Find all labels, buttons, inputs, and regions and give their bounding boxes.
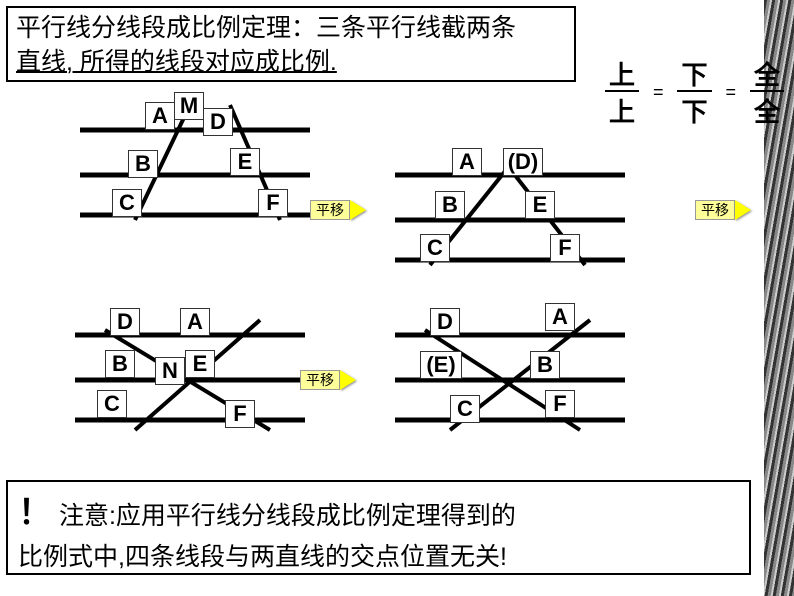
diagram-d2: A (D) B E C F (395, 135, 625, 285)
point-label: C (450, 395, 480, 423)
note-box: ！ 注意:应用平行线分线段成比例定理得到的 比例式中,四条线段与两直线的交点位置… (6, 480, 751, 575)
point-label: A (145, 102, 175, 130)
translate-label: 平移 (300, 370, 340, 390)
translate-label: 平移 (310, 200, 350, 220)
diagram-d3: D A BNE C F (75, 295, 305, 445)
point-label: F (258, 189, 288, 217)
diagram-d4: D A (E) B C F (395, 295, 625, 445)
ratio-equation: 上上 = 下下 = 全全 (595, 55, 794, 129)
arrow-icon (735, 200, 751, 220)
point-label: F (225, 400, 255, 428)
point-label: M (174, 92, 204, 120)
point-label: E (185, 350, 215, 378)
point-label: D (203, 108, 233, 136)
point-label: C (97, 390, 127, 418)
point-label: F (545, 390, 575, 418)
point-label: F (550, 234, 580, 262)
note-line2: 比例式中,四条线段与两直线的交点位置无关! (18, 543, 507, 571)
point-label: A (545, 303, 575, 331)
point-label: A (180, 308, 210, 336)
translate-label: 平移 (695, 200, 735, 220)
point-label: E (525, 191, 555, 219)
point-label: C (112, 189, 142, 217)
point-label: B (435, 191, 465, 219)
point-label: C (420, 234, 450, 262)
note-line1: 注意:应用平行线分线段成比例定理得到的 (59, 502, 516, 530)
diagram-d1: AMD B E C F (80, 90, 310, 240)
point-label: D (430, 308, 460, 336)
theorem-line2: 直线, 所得的线段对应成比例. (16, 48, 337, 76)
point-label: D (110, 308, 140, 336)
theorem-box: 平行线分线段成比例定理：三条平行线截两条 直线, 所得的线段对应成比例. (6, 6, 576, 82)
point-label: B (105, 350, 135, 378)
arrow-icon (340, 370, 356, 390)
arrow-icon (350, 200, 366, 220)
point-label: A (452, 148, 482, 176)
theorem-line1: 平行线分线段成比例定理：三条平行线截两条 (16, 14, 516, 42)
point-label: (E) (420, 351, 462, 379)
point-label: B (530, 351, 560, 379)
point-label: (D) (503, 148, 543, 176)
point-label: E (230, 148, 260, 176)
note-prefix: ！ (18, 494, 52, 532)
point-label: N (155, 357, 185, 385)
point-label: B (128, 150, 158, 178)
